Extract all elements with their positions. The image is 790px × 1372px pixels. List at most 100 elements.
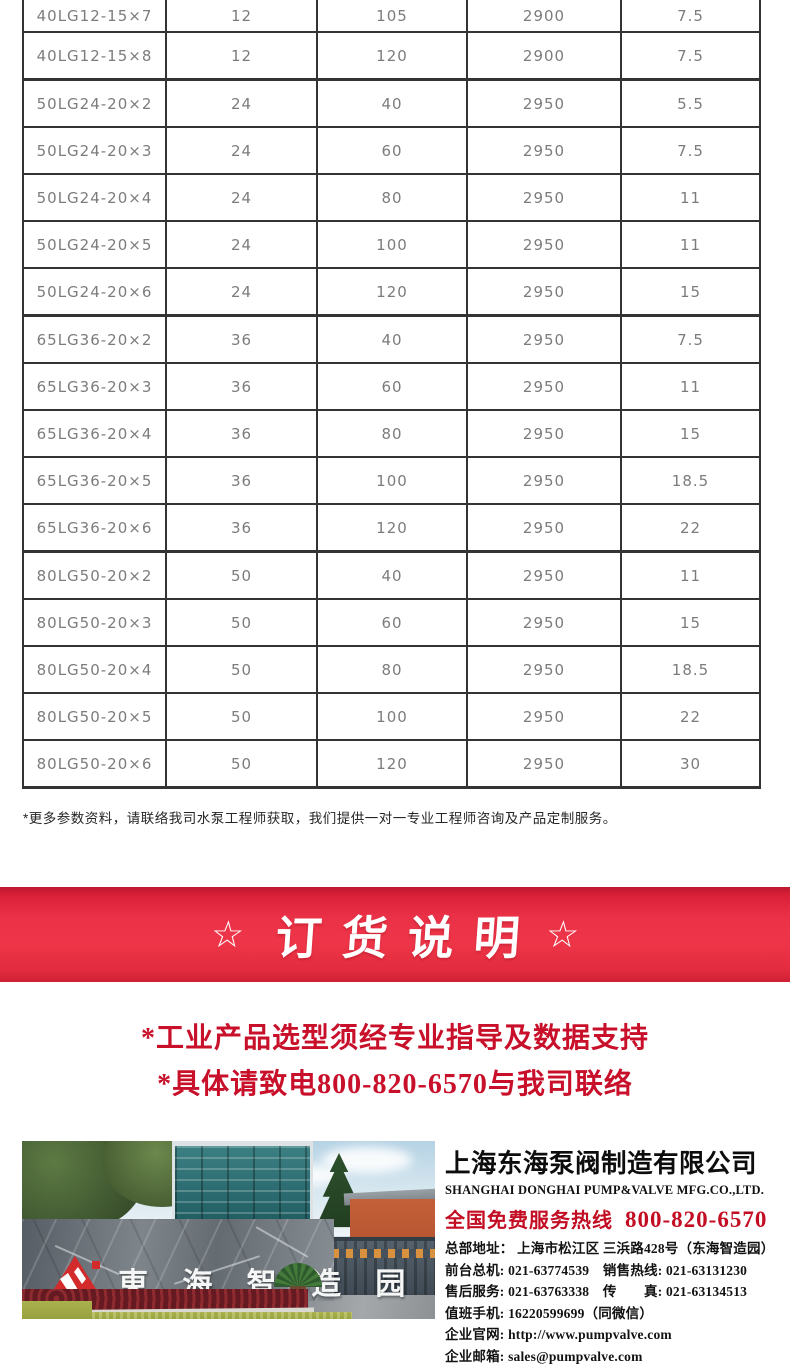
cell-flow: 24 — [165, 78, 318, 128]
table-row: 65LG36-20×5 36 100 2950 18.5 — [22, 456, 761, 505]
table-row: 50LG24-20×3 24 60 2950 7.5 — [22, 126, 761, 175]
cell-flow: 50 — [165, 692, 318, 741]
company-info: 上海东海泵阀制造有限公司 SHANGHAI DONGHAI PUMP&VALVE… — [435, 1141, 774, 1367]
cell-power: 18.5 — [620, 645, 761, 694]
cell-model: 50LG24-20×6 — [22, 267, 167, 317]
cell-power: 15 — [620, 409, 761, 458]
order-instructions-banner: ☆ 订货说明 ☆ — [0, 887, 790, 982]
cell-head: 120 — [316, 267, 468, 317]
cell-flow: 36 — [165, 409, 318, 458]
table-row: 80LG50-20×2 50 40 2950 11 — [22, 550, 761, 600]
cell-speed: 2950 — [466, 78, 622, 128]
cell-flow: 24 — [165, 126, 318, 175]
cell-head: 60 — [316, 362, 468, 411]
service-hotline: 全国免费服务热线 800-820-6570 — [445, 1204, 774, 1233]
cell-head: 120 — [316, 503, 468, 553]
cell-power: 22 — [620, 692, 761, 741]
cell-model: 80LG50-20×2 — [22, 550, 167, 600]
cell-head: 80 — [316, 645, 468, 694]
cell-power: 15 — [620, 267, 761, 317]
selection-notice: *工业产品选型须经专业指导及数据支持 *具体请致电800-820-6570与我司… — [0, 1016, 790, 1108]
cell-model: 50LG24-20×4 — [22, 173, 167, 222]
cell-power: 22 — [620, 503, 761, 553]
table-row: 50LG24-20×6 24 120 2950 15 — [22, 267, 761, 317]
cell-speed: 2950 — [466, 267, 622, 317]
cell-speed: 2950 — [466, 126, 622, 175]
cell-flow: 36 — [165, 503, 318, 553]
cell-speed: 2950 — [466, 598, 622, 647]
cell-head: 100 — [316, 456, 468, 505]
cell-flow: 50 — [165, 598, 318, 647]
cell-speed: 2950 — [466, 220, 622, 269]
cell-head: 80 — [316, 409, 468, 458]
cell-head: 120 — [316, 31, 468, 81]
cell-power: 5.5 — [620, 78, 761, 128]
cell-speed: 2900 — [466, 31, 622, 81]
table-row: 50LG24-20×4 24 80 2950 11 — [22, 173, 761, 222]
cell-power: 7.5 — [620, 314, 761, 364]
cell-model: 50LG24-20×5 — [22, 220, 167, 269]
contact-line: 售后服务: 021-63763338 传 真: 021-63134513 — [445, 1284, 748, 1299]
hotline-label: 全国免费服务热线 — [445, 1210, 613, 1232]
cell-power: 7.5 — [620, 126, 761, 175]
cell-speed: 2950 — [466, 692, 622, 741]
star-icon: ☆ — [209, 913, 246, 956]
cell-power: 11 — [620, 173, 761, 222]
contact-line: 企业邮箱: sales@pumpvalve.com — [445, 1348, 643, 1364]
cell-speed: 2950 — [466, 645, 622, 694]
cell-model: 80LG50-20×5 — [22, 692, 167, 741]
cell-flow: 12 — [165, 31, 318, 81]
cell-head: 105 — [316, 0, 468, 33]
cell-power: 30 — [620, 739, 761, 789]
lawn — [22, 1301, 92, 1319]
cell-model: 80LG50-20×4 — [22, 645, 167, 694]
glass-building — [172, 1141, 313, 1226]
contact-line: 前台总机: 021-63774539 销售热线: 021-63131230 — [445, 1262, 748, 1278]
cell-flow: 24 — [165, 267, 318, 317]
cell-flow: 24 — [165, 173, 318, 222]
notice-line-2: *具体请致电800-820-6570与我司联络 — [157, 1069, 633, 1100]
table-row: 80LG50-20×4 50 80 2950 18.5 — [22, 645, 761, 694]
cell-head: 80 — [316, 173, 468, 222]
table-row: 65LG36-20×2 36 40 2950 7.5 — [22, 314, 761, 364]
contact-list: 总部地址： 上海市松江区 三浜路428号（东海智造园） 前台总机: 021-637… — [445, 1238, 774, 1367]
cell-model: 80LG50-20×3 — [22, 598, 167, 647]
cell-speed: 2900 — [466, 0, 622, 33]
table-row: 50LG24-20×2 24 40 2950 5.5 — [22, 78, 761, 128]
cell-speed: 2950 — [466, 409, 622, 458]
cell-head: 40 — [316, 314, 468, 364]
hotline-number: 800-820-6570 — [625, 1207, 768, 1232]
table-row: 40LG12-15×7 12 105 2900 7.5 — [22, 0, 761, 33]
cell-flow: 24 — [165, 220, 318, 269]
company-name-en: SHANGHAI DONGHAI PUMP&VALVE MFG.CO.,LTD. — [445, 1183, 765, 1197]
cell-head: 100 — [316, 220, 468, 269]
cell-flow: 50 — [165, 550, 318, 600]
footer: 東 海 智 造 园 上海东海泵阀制造有限公司 SHANGHAI DONGHAI … — [0, 1141, 790, 1367]
cell-power: 11 — [620, 220, 761, 269]
cell-model: 40LG12-15×7 — [22, 0, 167, 33]
cell-power: 7.5 — [620, 31, 761, 81]
star-icon: ☆ — [544, 913, 581, 956]
cell-power: 11 — [620, 550, 761, 600]
cell-flow: 50 — [165, 645, 318, 694]
cell-flow: 12 — [165, 0, 318, 33]
table-row: 80LG50-20×3 50 60 2950 15 — [22, 598, 761, 647]
cell-head: 40 — [316, 550, 468, 600]
factory-entrance-photo: 東 海 智 造 园 — [22, 1141, 435, 1319]
lawn — [22, 1312, 352, 1319]
cell-flow: 50 — [165, 739, 318, 789]
cell-speed: 2950 — [466, 314, 622, 364]
table-row: 40LG12-15×8 12 120 2900 7.5 — [22, 31, 761, 81]
cell-speed: 2950 — [466, 456, 622, 505]
table-row: 80LG50-20×5 50 100 2950 22 — [22, 692, 761, 741]
cell-power: 7.5 — [620, 0, 761, 33]
cell-model: 80LG50-20×6 — [22, 739, 167, 789]
gate-stripe — [318, 1249, 435, 1258]
table-row: 50LG24-20×5 24 100 2950 11 — [22, 220, 761, 269]
cell-head: 120 — [316, 739, 468, 789]
company-name-cn: 上海东海泵阀制造有限公司 — [445, 1150, 758, 1178]
cell-speed: 2950 — [466, 739, 622, 789]
cell-speed: 2950 — [466, 550, 622, 600]
cell-model: 65LG36-20×5 — [22, 456, 167, 505]
contact-line: 值班手机: 16220599699（同微信） — [445, 1305, 654, 1321]
